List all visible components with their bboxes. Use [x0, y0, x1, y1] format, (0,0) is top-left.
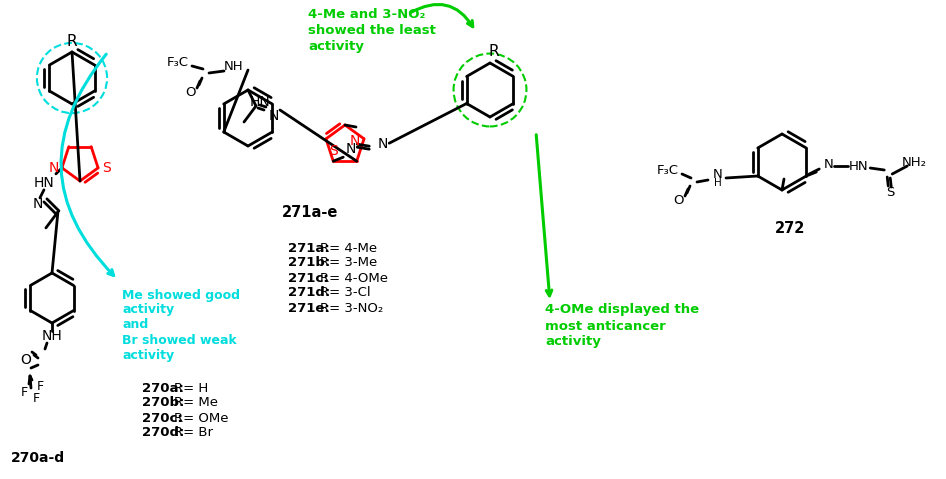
Text: showed the least: showed the least	[308, 23, 436, 36]
Text: R: R	[66, 34, 78, 48]
Text: 271c:: 271c:	[288, 272, 328, 285]
Text: 270b:: 270b:	[142, 397, 184, 410]
Text: 271a-e: 271a-e	[282, 205, 338, 219]
Text: S: S	[102, 161, 111, 175]
Text: R= 3-Cl: R= 3-Cl	[320, 286, 371, 299]
Text: F: F	[37, 379, 44, 392]
Text: H: H	[714, 178, 722, 188]
Text: S: S	[329, 144, 338, 158]
Text: 270a:: 270a:	[142, 381, 184, 395]
Text: HN: HN	[250, 95, 271, 109]
Text: N: N	[350, 134, 360, 148]
Text: N: N	[823, 158, 833, 171]
Text: R= H: R= H	[174, 381, 208, 395]
Text: 4-Me and 3-NO₂: 4-Me and 3-NO₂	[308, 8, 426, 21]
Text: 272: 272	[775, 220, 805, 236]
Text: 270a-d: 270a-d	[11, 451, 65, 465]
Text: NH: NH	[224, 59, 244, 72]
Text: 271b:: 271b:	[288, 256, 330, 270]
Text: Br showed weak: Br showed weak	[122, 333, 236, 346]
Text: R= Me: R= Me	[174, 397, 218, 410]
Text: activity: activity	[122, 349, 174, 362]
Text: activity: activity	[545, 335, 601, 349]
Text: most anticancer: most anticancer	[545, 319, 666, 332]
Text: HN: HN	[849, 160, 868, 172]
Text: R= 4-OMe: R= 4-OMe	[320, 272, 388, 285]
Text: S: S	[886, 185, 894, 198]
Text: R= Br: R= Br	[174, 426, 213, 440]
Text: R= 4-Me: R= 4-Me	[320, 241, 377, 254]
Text: 270d:: 270d:	[142, 426, 184, 440]
Text: N: N	[378, 137, 389, 151]
Text: activity: activity	[122, 304, 174, 317]
Text: 4-OMe displayed the: 4-OMe displayed the	[545, 304, 699, 317]
Text: N: N	[713, 168, 723, 181]
Text: NH₂: NH₂	[902, 156, 927, 169]
Text: O: O	[21, 353, 31, 367]
Text: 271a:: 271a:	[288, 241, 330, 254]
Text: R= 3-Me: R= 3-Me	[320, 256, 377, 270]
Text: R: R	[489, 44, 499, 58]
Text: F₃C: F₃C	[167, 56, 189, 68]
Text: HN: HN	[33, 176, 54, 190]
Text: activity: activity	[308, 39, 364, 53]
Text: NH: NH	[42, 329, 62, 343]
Text: R= 3-NO₂: R= 3-NO₂	[320, 301, 383, 315]
Text: O: O	[673, 194, 683, 206]
Text: N: N	[33, 197, 44, 211]
Text: 271d:: 271d:	[288, 286, 330, 299]
Text: and: and	[122, 319, 149, 331]
Text: O: O	[184, 85, 195, 99]
Text: N: N	[49, 161, 59, 175]
Text: F₃C: F₃C	[657, 163, 679, 176]
Text: F: F	[32, 391, 40, 404]
Text: 270c:: 270c:	[142, 411, 183, 424]
Text: N: N	[269, 109, 279, 123]
Text: 271e:: 271e:	[288, 301, 330, 315]
Text: F: F	[21, 386, 27, 399]
Text: N: N	[346, 142, 357, 156]
Text: Me showed good: Me showed good	[122, 288, 240, 301]
Text: R= OMe: R= OMe	[174, 411, 229, 424]
